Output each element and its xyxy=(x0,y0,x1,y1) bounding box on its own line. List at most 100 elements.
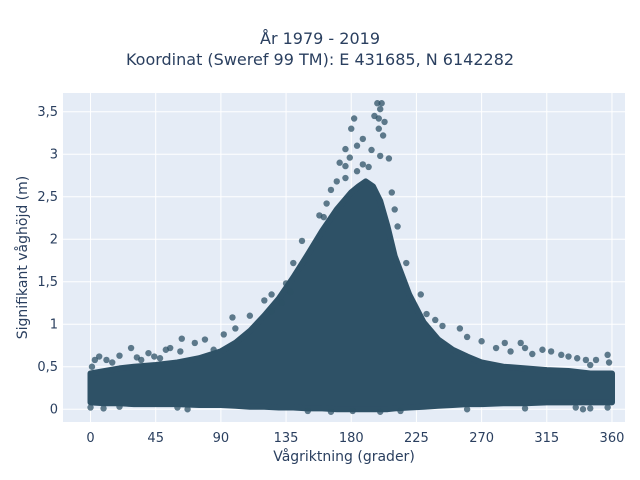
data-point xyxy=(268,291,275,298)
y-tick-label: 0,5 xyxy=(37,360,58,375)
data-point xyxy=(174,404,181,411)
data-point xyxy=(145,349,152,357)
x-tick-label: 135 xyxy=(274,431,299,446)
data-point xyxy=(282,280,290,287)
data-point xyxy=(417,291,424,298)
data-point xyxy=(378,100,385,107)
data-point xyxy=(342,162,349,170)
data-point xyxy=(232,325,239,332)
data-point xyxy=(391,206,398,213)
data-point xyxy=(478,338,485,345)
data-point xyxy=(298,237,306,245)
x-tick-label: 0 xyxy=(86,431,94,446)
data-point xyxy=(127,344,135,352)
data-point xyxy=(220,331,227,338)
data-point xyxy=(184,406,191,413)
data-point xyxy=(100,405,107,412)
data-point xyxy=(151,353,158,360)
x-tick-label: 90 xyxy=(213,431,230,446)
x-tick-labels: 0 45 90 135 180 225 270 315 360 xyxy=(86,431,624,446)
data-point xyxy=(501,339,508,347)
y-tick-label: 1 xyxy=(50,318,58,333)
data-point xyxy=(201,336,209,343)
data-point xyxy=(587,361,594,369)
x-tick-label: 360 xyxy=(600,431,625,446)
data-point xyxy=(327,408,335,415)
data-point xyxy=(492,344,500,352)
data-point xyxy=(210,346,217,353)
data-point xyxy=(604,351,611,359)
data-point xyxy=(368,146,375,154)
data-point xyxy=(439,322,446,330)
data-point xyxy=(582,356,590,364)
data-point xyxy=(547,348,555,355)
data-point xyxy=(572,404,579,411)
data-point xyxy=(605,359,613,366)
data-point xyxy=(463,406,471,413)
data-point xyxy=(365,163,372,171)
data-point xyxy=(604,404,611,411)
data-point xyxy=(346,154,353,161)
data-point xyxy=(348,125,355,132)
data-point xyxy=(592,356,600,364)
data-point xyxy=(290,259,297,267)
data-point xyxy=(456,325,464,332)
data-point xyxy=(96,353,103,360)
data-point xyxy=(304,407,311,415)
x-tick-label: 315 xyxy=(534,431,559,446)
data-point xyxy=(539,346,546,353)
data-point xyxy=(177,348,184,355)
data-point xyxy=(529,350,536,358)
data-point xyxy=(320,213,327,221)
data-point xyxy=(565,353,572,360)
data-point xyxy=(432,316,439,324)
data-point xyxy=(353,168,361,175)
data-point xyxy=(385,155,393,162)
data-point xyxy=(359,135,367,143)
y-tick-label: 0 xyxy=(50,403,58,418)
y-tick-label: 1,5 xyxy=(37,275,58,290)
y-tick-label: 2,5 xyxy=(37,190,58,205)
data-point xyxy=(353,142,361,149)
data-point xyxy=(517,339,524,347)
data-point xyxy=(342,174,349,182)
data-point xyxy=(109,359,116,366)
data-point xyxy=(287,288,294,296)
data-point xyxy=(278,299,285,307)
data-point xyxy=(359,161,367,168)
data-point xyxy=(88,363,96,370)
data-point xyxy=(397,407,404,415)
x-tick-label: 45 xyxy=(147,431,164,446)
data-point xyxy=(377,408,384,415)
data-point xyxy=(394,223,401,230)
data-points xyxy=(87,100,615,415)
y-tick-label: 3,5 xyxy=(37,105,58,120)
data-point xyxy=(403,259,410,267)
data-point xyxy=(323,200,330,207)
data-point xyxy=(579,406,587,413)
data-point xyxy=(162,346,170,353)
data-point xyxy=(521,405,529,412)
data-point xyxy=(246,312,254,319)
data-point xyxy=(349,407,356,415)
data-point xyxy=(521,344,529,352)
data-point xyxy=(377,105,384,113)
x-tick-label: 180 xyxy=(339,431,364,446)
data-point xyxy=(463,333,471,341)
data-point xyxy=(268,308,275,315)
data-point xyxy=(574,355,581,362)
data-point xyxy=(381,118,388,126)
data-point xyxy=(103,356,110,364)
data-point xyxy=(336,159,343,166)
data-point xyxy=(87,404,94,411)
y-tick-label: 2 xyxy=(50,233,58,248)
data-point xyxy=(178,335,185,342)
data-point xyxy=(327,186,335,194)
data-point xyxy=(377,152,384,160)
chart-title-line-1: År 1979 - 2019 xyxy=(260,29,380,48)
x-axis-title: Vågriktning (grader) xyxy=(273,448,415,465)
data-point xyxy=(333,178,340,185)
y-tick-labels: 0 0,5 1 1,5 2 2,5 3 3,5 xyxy=(37,105,58,418)
data-point xyxy=(229,314,236,321)
